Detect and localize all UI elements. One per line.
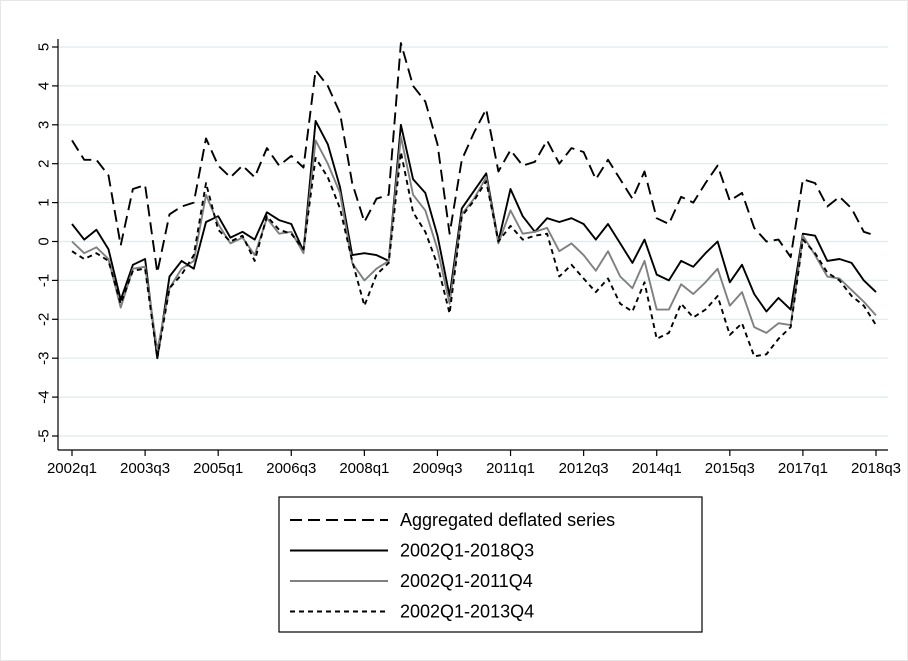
y-tick-label: 1 (36, 198, 53, 206)
y-tick-label: 0 (36, 237, 53, 245)
x-tick-label: 2011q1 (486, 460, 535, 477)
x-tick-label: 2009q3 (412, 460, 462, 477)
y-tick-label: -1 (36, 274, 53, 287)
legend-label-2: 2002Q1-2018Q3 (400, 541, 534, 561)
legend: Aggregated deflated series 2002Q1-2018Q3 2… (278, 496, 703, 633)
series-line-4 (71, 151, 877, 360)
y-tick-label: 5 (36, 43, 53, 51)
y-tick-label: -5 (36, 429, 53, 442)
series-lines (71, 42, 877, 360)
x-tick-label: 2012q3 (559, 460, 609, 477)
y-tick-label: 4 (36, 82, 53, 90)
x-tick-label: 2014q1 (632, 460, 682, 477)
y-tick-label: 3 (36, 121, 53, 129)
series-line-3 (71, 135, 877, 352)
x-tick-label: 2006q3 (266, 460, 316, 477)
grid-lines (58, 46, 888, 437)
axes: 5 4 3 2 1 0 -1 -2 -3 -4 -5 2002q1 2003q3 2005q1 2006q3… (36, 39, 901, 477)
x-tick-label: 2002q1 (47, 460, 97, 477)
series-line-1 (71, 42, 877, 274)
y-tick-label: -4 (36, 390, 53, 403)
series-line-2 (71, 119, 877, 360)
y-tick-label: 2 (36, 160, 53, 168)
y-tick-label: -3 (36, 352, 53, 365)
x-tick-label: 2017q1 (778, 460, 828, 477)
x-tick-label: 2003q3 (120, 460, 170, 477)
legend-label-4: 2002Q1-2013Q4 (400, 602, 534, 622)
x-tick-label: 2005q1 (193, 460, 243, 477)
x-tick-label: 2008q1 (339, 460, 389, 477)
y-tick-label: -2 (36, 313, 53, 326)
legend-label-1: Aggregated deflated series (400, 510, 615, 530)
x-tick-label: 2015q3 (705, 460, 755, 477)
legend-label-3: 2002Q1-2011Q4 (400, 571, 533, 591)
x-tick-label: 2018q3 (851, 460, 901, 477)
